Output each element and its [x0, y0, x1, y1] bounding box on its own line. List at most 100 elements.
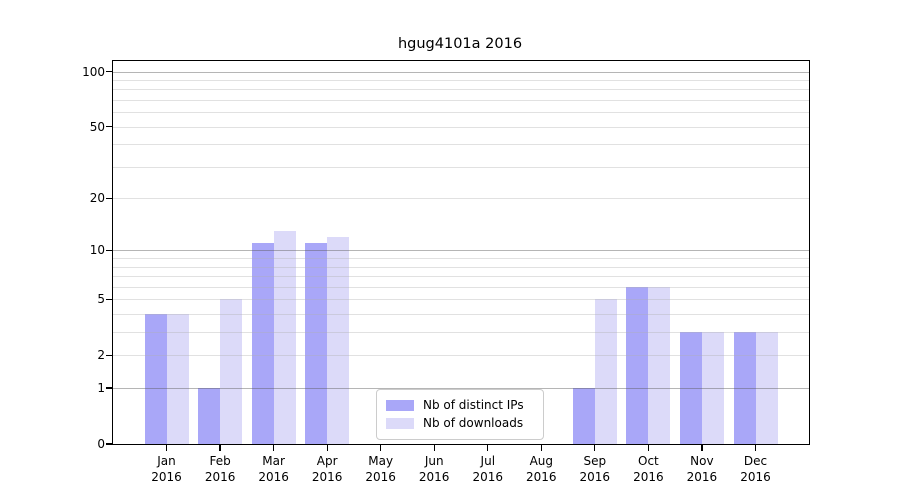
bar-nb-of-distinct-ips-jan	[144, 314, 167, 444]
x-tick-label-dec: Dec 2016	[716, 453, 796, 485]
bar-nb-of-downloads-dec	[755, 332, 778, 444]
x-tick-mark-jun	[433, 445, 435, 451]
legend-swatch-distinct-ips	[386, 399, 414, 411]
x-tick-month: Jun	[424, 454, 444, 468]
bar-nb-of-distinct-ips-dec	[733, 332, 756, 444]
x-tick-label-oct: Oct 2016	[608, 453, 688, 485]
x-tick-mark-dec	[754, 445, 757, 451]
x-tick-year: 2016	[151, 470, 182, 484]
y-tick-mark-1	[106, 387, 112, 389]
legend-item-distinct-ips: Nb of distinct IPs	[386, 396, 534, 414]
x-tick-year: 2016	[258, 470, 289, 484]
bar-nb-of-distinct-ips-apr	[305, 243, 328, 444]
x-tick-label-sep: Sep 2016	[555, 453, 635, 485]
minor-gridline-50	[113, 126, 809, 128]
x-tick-month: Oct	[638, 454, 659, 468]
y-tick-label-5: 5	[97, 292, 105, 307]
legend: Nb of distinct IPs Nb of downloads	[376, 389, 544, 440]
x-tick-mark-feb	[219, 445, 221, 451]
x-tick-year: 2016	[740, 470, 771, 484]
x-tick-label-jan: Jan 2016	[127, 453, 207, 485]
y-tick-label-50: 50	[89, 119, 105, 134]
x-tick-mark-nov	[701, 445, 703, 451]
x-tick-year: 2016	[472, 470, 504, 484]
x-tick-label-jul: Jul 2016	[448, 453, 528, 485]
y-tick-label-100: 100	[82, 64, 105, 79]
major-gridline-10	[113, 250, 809, 252]
y-tick-mark-50	[106, 125, 112, 128]
x-tick-year: 2016	[633, 470, 664, 484]
x-tick-month: Dec	[743, 454, 768, 468]
y-tick-mark-100	[106, 70, 112, 73]
minor-gridline-5	[113, 299, 809, 301]
minor-gridline-70	[113, 99, 809, 101]
x-tick-year: 2016	[365, 470, 396, 484]
x-tick-year: 2016	[526, 470, 557, 484]
x-tick-year: 2016	[418, 470, 450, 484]
y-tick-mark-0	[106, 443, 112, 445]
x-tick-year: 2016	[579, 470, 611, 484]
minor-gridline-30	[113, 166, 809, 168]
x-tick-mark-jan	[165, 445, 168, 451]
y-tick-mark-10	[106, 249, 112, 252]
x-tick-month: Jul	[480, 454, 496, 468]
minor-gridline-8	[113, 266, 809, 268]
x-tick-mark-oct	[647, 445, 650, 451]
minor-gridline-7	[113, 276, 809, 278]
y-tick-mark-2	[106, 354, 112, 356]
bar-nb-of-downloads-mar	[273, 231, 296, 444]
x-tick-mark-aug	[540, 445, 542, 451]
legend-item-downloads: Nb of downloads	[386, 414, 534, 432]
x-tick-month: Feb	[209, 454, 231, 468]
minor-gridline-9	[113, 258, 809, 260]
y-tick-label-2: 2	[97, 348, 105, 363]
x-tick-month: Apr	[316, 454, 338, 468]
bar-nb-of-distinct-ips-mar	[251, 243, 274, 444]
major-gridline-100	[113, 71, 809, 73]
x-tick-month: Sep	[583, 454, 607, 468]
x-tick-label-aug: Aug 2016	[501, 453, 581, 485]
y-tick-label-20: 20	[89, 191, 105, 206]
x-tick-label-may: May 2016	[341, 453, 421, 485]
x-tick-year: 2016	[204, 470, 236, 484]
x-tick-year: 2016	[686, 470, 718, 484]
minor-gridline-90	[113, 79, 809, 81]
bar-nb-of-distinct-ips-nov	[679, 332, 702, 444]
bar-nb-of-distinct-ips-oct	[626, 286, 649, 444]
y-tick-mark-5	[106, 298, 112, 301]
minor-gridline-80	[113, 89, 809, 91]
minor-gridline-40	[113, 144, 809, 146]
minor-gridline-20	[113, 198, 809, 200]
bar-nb-of-downloads-jan	[166, 314, 189, 444]
legend-swatch-downloads	[386, 417, 414, 429]
chart-title: hgug4101a 2016	[397, 36, 523, 52]
bar-nb-of-distinct-ips-feb	[198, 388, 221, 444]
x-tick-mark-apr	[326, 445, 328, 451]
bar-nb-of-distinct-ips-sep	[572, 388, 595, 444]
legend-label-distinct-ips: Nb of distinct IPs	[423, 398, 524, 412]
x-tick-label-mar: Mar 2016	[234, 453, 314, 485]
bar-nb-of-downloads-apr	[327, 237, 350, 444]
x-tick-month: May	[368, 454, 394, 468]
x-tick-year: 2016	[311, 470, 343, 484]
legend-label-downloads: Nb of downloads	[423, 416, 524, 430]
bar-nb-of-downloads-nov	[701, 332, 724, 444]
x-tick-mark-mar	[272, 445, 275, 451]
y-tick-mark-20	[106, 197, 112, 199]
minor-gridline-4	[113, 314, 809, 316]
x-tick-month: Jan	[157, 454, 176, 468]
x-tick-mark-may	[380, 445, 382, 451]
bar-nb-of-downloads-oct	[648, 286, 671, 444]
y-tick-label-0: 0	[97, 437, 105, 451]
x-tick-month: Mar	[262, 454, 285, 468]
y-tick-label-10: 10	[89, 243, 105, 258]
plot-area: 0 1 2 5 10 20 50 100 Jan 2016 Feb 2016 Mar 2016 Apr 201…	[82, 60, 810, 484]
x-tick-mark-sep	[594, 445, 596, 451]
bar-nb-of-downloads-sep	[594, 299, 617, 444]
x-tick-label-feb: Feb 2016	[180, 453, 260, 485]
y-tick-label-1: 1	[97, 381, 105, 396]
bar-nb-of-downloads-feb	[220, 299, 243, 444]
x-tick-label-nov: Nov 2016	[662, 453, 742, 485]
minor-gridline-60	[113, 112, 809, 114]
